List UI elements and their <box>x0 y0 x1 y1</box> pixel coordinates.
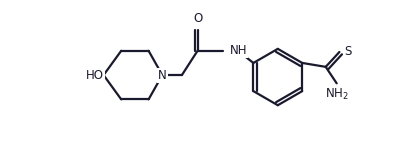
Text: N: N <box>158 69 167 82</box>
Text: NH$_2$: NH$_2$ <box>325 86 349 102</box>
Text: O: O <box>193 12 202 25</box>
Text: NH: NH <box>230 44 247 57</box>
Text: HO: HO <box>85 69 104 82</box>
Text: S: S <box>344 46 352 58</box>
